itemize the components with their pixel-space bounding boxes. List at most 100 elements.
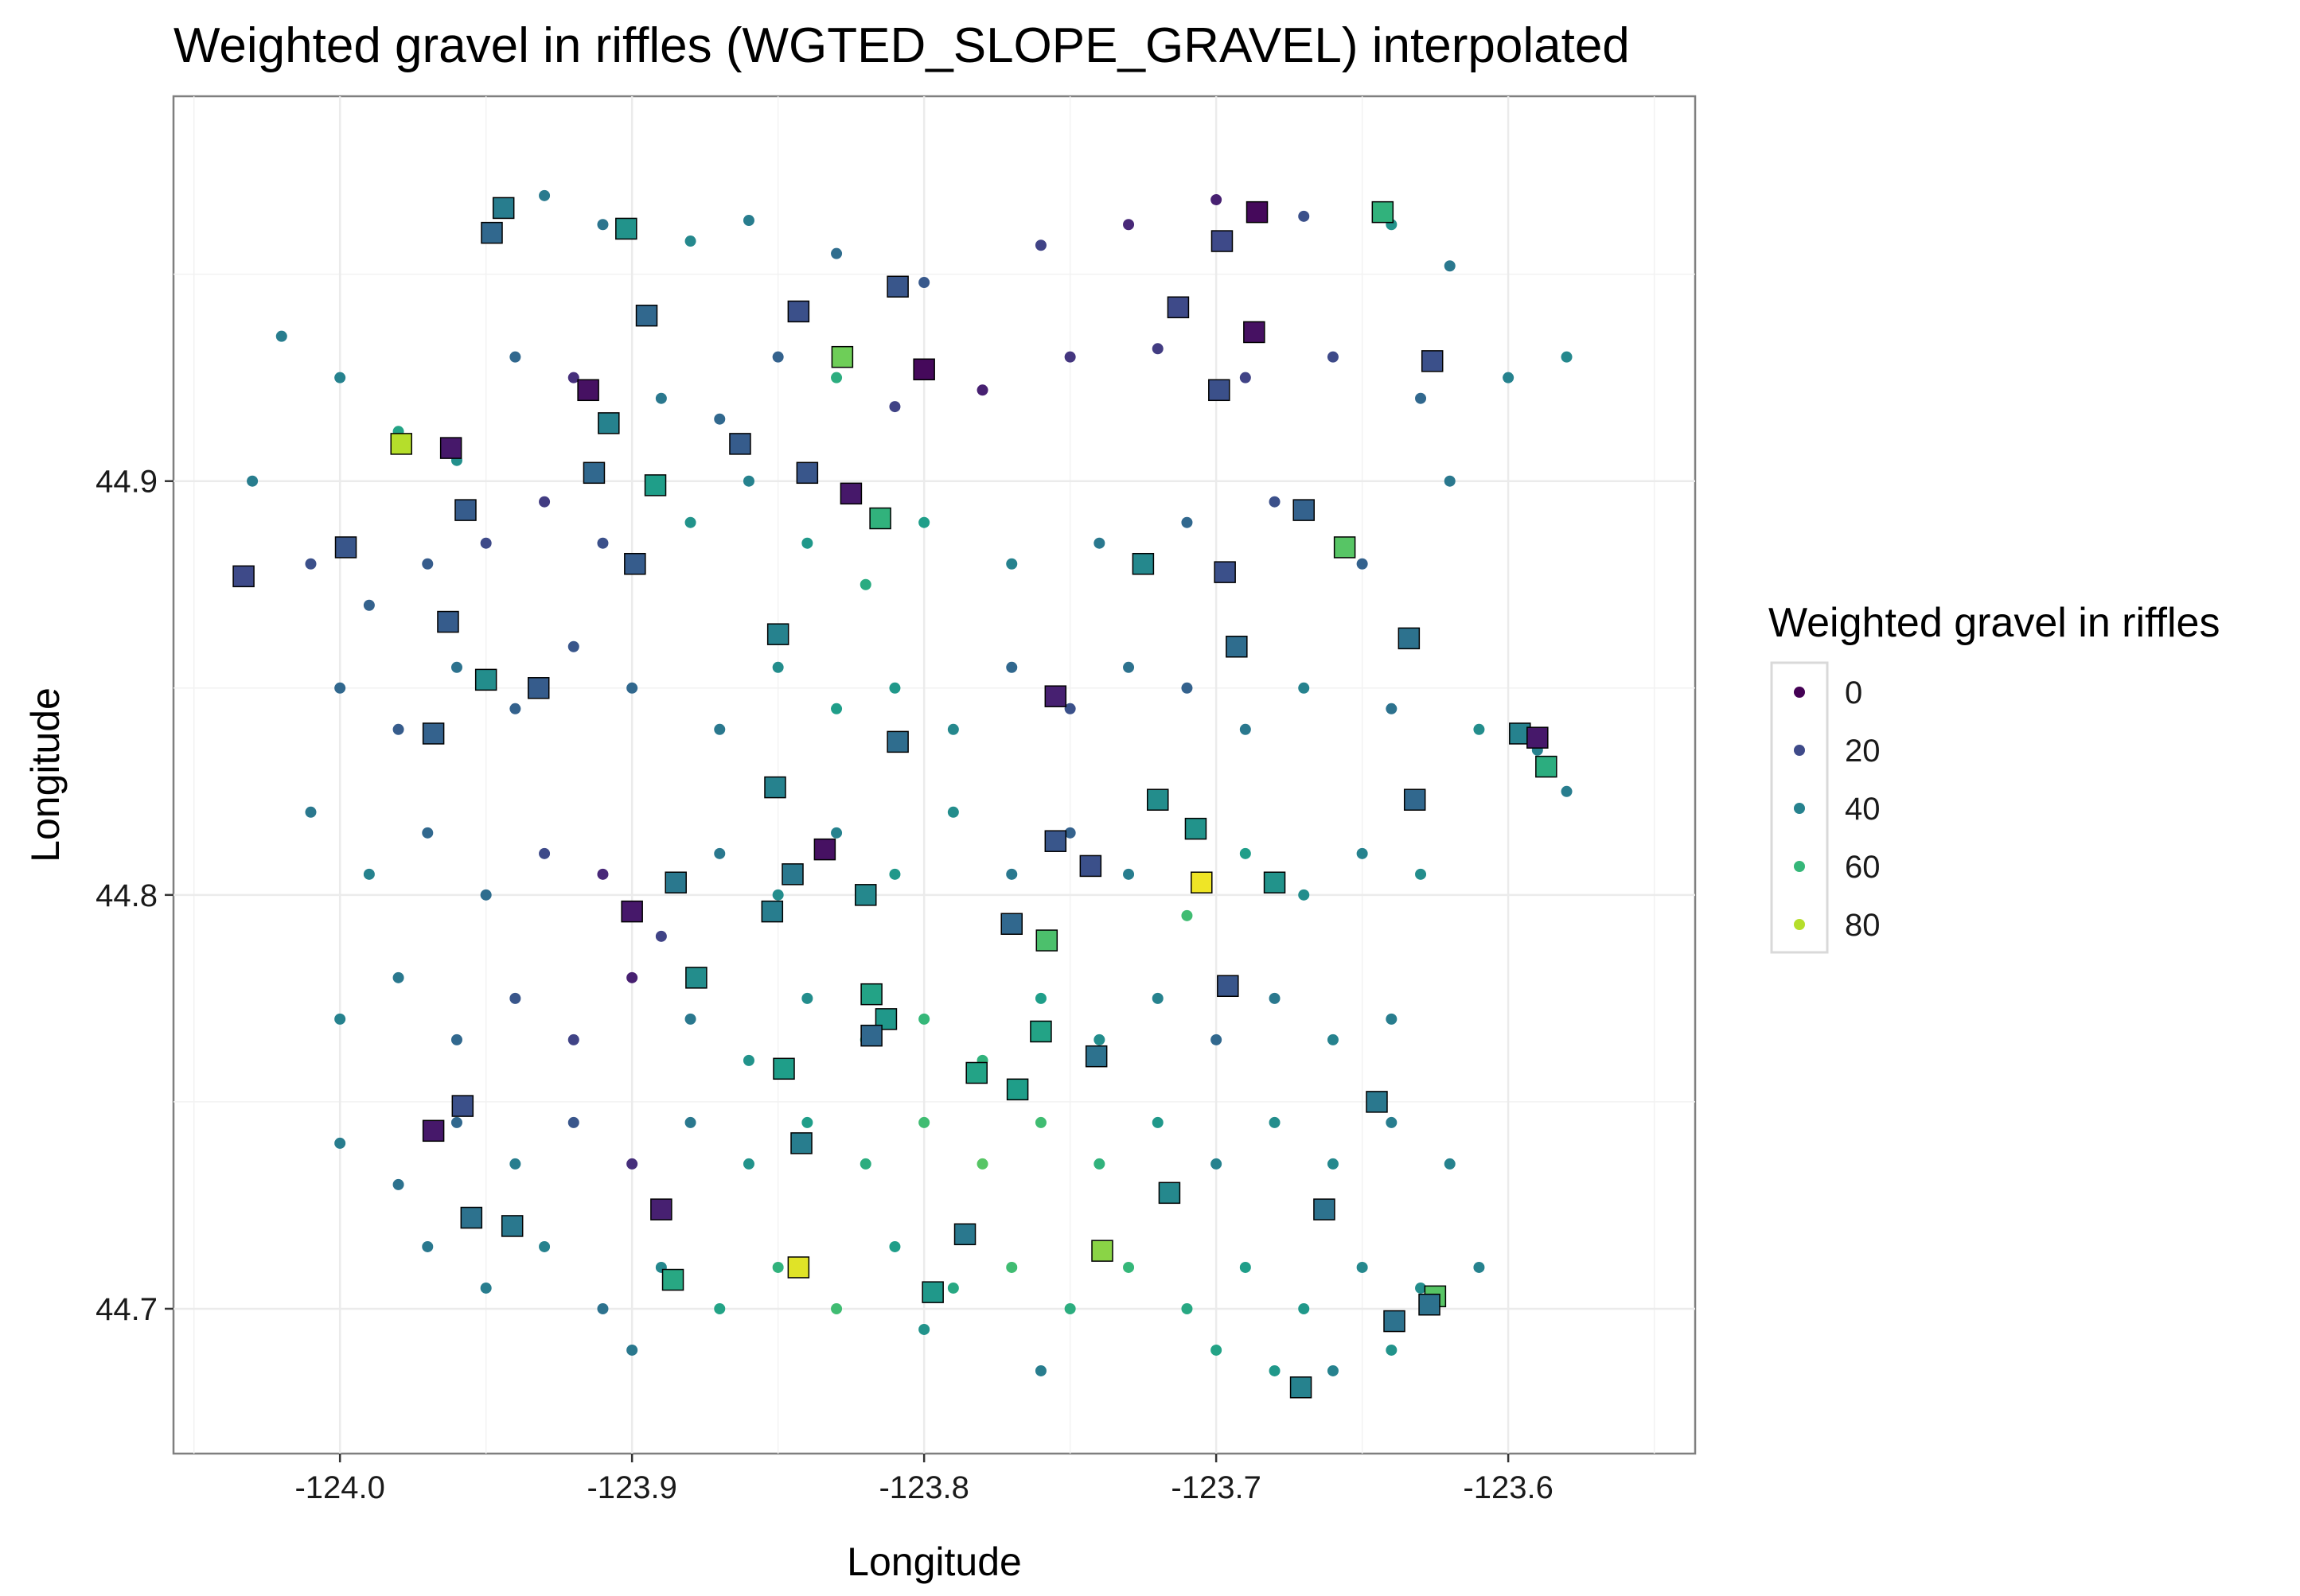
- interpolated-point: [918, 1116, 930, 1128]
- observed-point: [422, 1119, 445, 1143]
- interpolated-point: [860, 578, 871, 590]
- interpolated-point: [772, 1261, 784, 1273]
- observed-point: [1333, 536, 1356, 559]
- legend-label: 80: [1845, 908, 1881, 943]
- interpolated-point: [1561, 785, 1573, 797]
- legend-label: 0: [1845, 675, 1862, 710]
- interpolated-point: [422, 1240, 434, 1252]
- interpolated-point: [1298, 1302, 1310, 1314]
- observed-point: [1158, 1181, 1181, 1205]
- observed-point: [1403, 788, 1426, 811]
- observed-point: [1006, 1078, 1029, 1101]
- legend-label: 60: [1845, 850, 1881, 885]
- interpolated-point: [305, 558, 317, 570]
- interpolated-point: [1327, 1034, 1339, 1045]
- interpolated-point: [1123, 868, 1135, 880]
- interpolated-point: [1473, 1261, 1485, 1273]
- interpolated-point: [1152, 1116, 1164, 1128]
- interpolated-point: [1386, 703, 1398, 714]
- observed-point: [621, 900, 643, 923]
- interpolated-point: [1269, 1364, 1281, 1376]
- observed-point: [1091, 1240, 1113, 1262]
- observed-point: [665, 871, 687, 893]
- interpolated-point: [334, 1013, 346, 1025]
- interpolated-point: [1181, 682, 1193, 694]
- interpolated-point: [918, 1013, 930, 1025]
- observed-point: [1085, 1045, 1108, 1068]
- interpolated-point: [1064, 351, 1076, 363]
- interpolated-point: [1473, 723, 1485, 735]
- observed-point: [598, 412, 620, 434]
- interpolated-point: [831, 372, 843, 383]
- observed-point: [501, 1215, 524, 1237]
- interpolated-point: [626, 1344, 638, 1356]
- interpolated-point: [539, 496, 551, 508]
- interpolated-point: [1561, 351, 1573, 363]
- interpolated-point: [1181, 909, 1193, 921]
- grid: [173, 96, 1695, 1454]
- y-axis: 44.7 44.8 44.9: [96, 465, 173, 1327]
- interpolated-point: [1386, 1344, 1398, 1356]
- observed-point: [1383, 1310, 1405, 1333]
- y-tick-label: 44.7: [96, 1292, 158, 1327]
- observed-point: [787, 1256, 810, 1279]
- observed-point: [422, 722, 445, 745]
- observed-point: [390, 433, 412, 455]
- observed-point: [1366, 1091, 1388, 1113]
- interpolated-point: [539, 1240, 551, 1252]
- interpolated-point: [509, 703, 521, 714]
- interpolated-point: [480, 1282, 492, 1294]
- interpolated-point: [480, 889, 492, 901]
- observed-point: [1146, 788, 1169, 811]
- interpolated-point: [567, 640, 579, 652]
- legend-key: [1794, 861, 1805, 872]
- observed-point: [965, 1061, 988, 1084]
- observed-point: [1418, 1294, 1440, 1316]
- interpolated-point: [801, 1116, 813, 1128]
- interpolated-point: [626, 971, 638, 983]
- interpolated-point: [450, 1034, 462, 1045]
- interpolated-point: [1269, 496, 1281, 508]
- interpolated-point: [334, 1137, 346, 1149]
- legend-key: [1794, 803, 1805, 814]
- interpolated-point: [392, 723, 404, 735]
- interpolated-point: [1269, 992, 1281, 1004]
- x-tick-label: -124.0: [294, 1470, 384, 1505]
- observed-point: [577, 379, 599, 402]
- interpolated-point: [831, 703, 843, 714]
- interpolated-point: [918, 277, 930, 289]
- observed-point: [1535, 755, 1557, 778]
- interpolated-point: [1386, 1013, 1398, 1025]
- interpolated-point: [947, 723, 959, 735]
- interpolated-point: [918, 516, 930, 528]
- interpolated-point: [918, 1323, 930, 1335]
- interpolated-point: [977, 1158, 988, 1170]
- interpolated-point: [1239, 847, 1251, 859]
- observed-point: [334, 536, 357, 559]
- interpolated-point: [977, 384, 988, 396]
- observed-point: [813, 838, 836, 861]
- interpolated-point: [567, 1116, 579, 1128]
- interpolated-point: [567, 372, 579, 383]
- observed-point: [1000, 913, 1023, 935]
- interpolated-point: [392, 971, 404, 983]
- observed-point: [644, 474, 667, 496]
- interpolated-point: [889, 1240, 901, 1252]
- y-tick-label: 44.8: [96, 878, 158, 913]
- interpolated-point: [684, 516, 696, 528]
- interpolated-point: [626, 1158, 638, 1170]
- observed-point: [1246, 200, 1269, 224]
- observed-point: [1421, 350, 1444, 372]
- observed-point: [1226, 636, 1248, 658]
- interpolated-point: [743, 475, 754, 487]
- observed-point: [1371, 200, 1394, 224]
- observed-point: [922, 1281, 944, 1303]
- interpolated-point: [1093, 1034, 1105, 1045]
- observed-point: [860, 1024, 883, 1047]
- x-axis: -124.0 -123.9 -123.8 -123.7 -123.6: [294, 1454, 1553, 1505]
- y-axis-title: Longitude: [23, 687, 68, 862]
- legend-key: [1794, 919, 1805, 930]
- observed-point: [782, 863, 804, 886]
- interpolated-point: [1181, 516, 1193, 528]
